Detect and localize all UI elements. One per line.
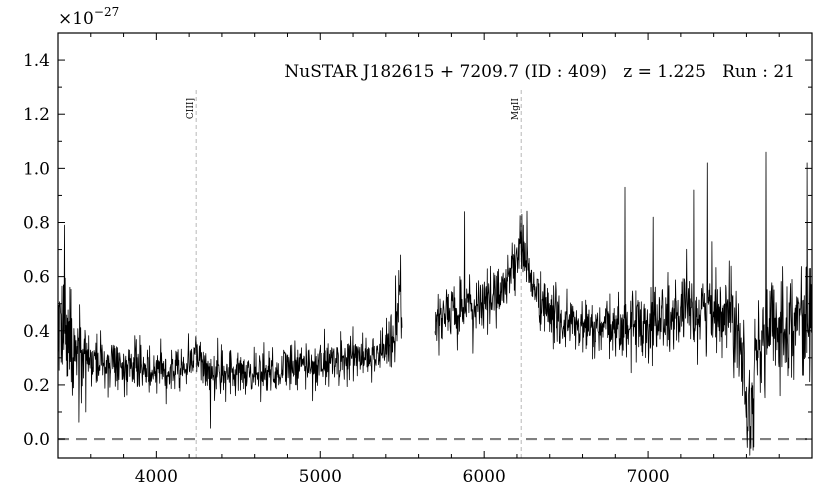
x-tick-label: 6000 — [463, 467, 506, 487]
y-tick-label: 1.4 — [23, 51, 50, 71]
chart-title: NuSTAR J182615 + 7209.7 (ID : 409) z = 1… — [284, 62, 795, 82]
spectrum-series — [57, 151, 813, 456]
emission-line-layer: CIII] MgII — [186, 90, 522, 458]
emission-line-label: CIII] — [186, 98, 196, 119]
emission-line-label: MgII — [511, 98, 521, 121]
y-tick-label: 0.6 — [23, 268, 50, 288]
y-tick-label: 1.2 — [23, 105, 50, 125]
y-multiplier: ×10−27 — [58, 5, 119, 29]
x-tick-label: 4000 — [135, 467, 178, 487]
y-tick-label: 0.2 — [23, 376, 50, 396]
x-tick-label: 5000 — [299, 467, 342, 487]
spectrum-segment-2 — [434, 151, 813, 456]
spectrum-segment-1 — [57, 224, 403, 429]
y-tick-label: 1.0 — [23, 159, 50, 179]
plot-frame — [57, 32, 813, 459]
y-tick-label: 0.8 — [23, 213, 50, 233]
x-tick-label: 7000 — [626, 467, 669, 487]
x-ticks: 4000 5000 6000 7000 — [57, 33, 813, 487]
y-tick-label: 0.0 — [23, 430, 50, 450]
y-tick-label: 0.4 — [23, 322, 50, 342]
y-ticks: 0.0 0.2 0.4 0.6 0.8 1.0 1.2 1.4 — [23, 32, 812, 450]
